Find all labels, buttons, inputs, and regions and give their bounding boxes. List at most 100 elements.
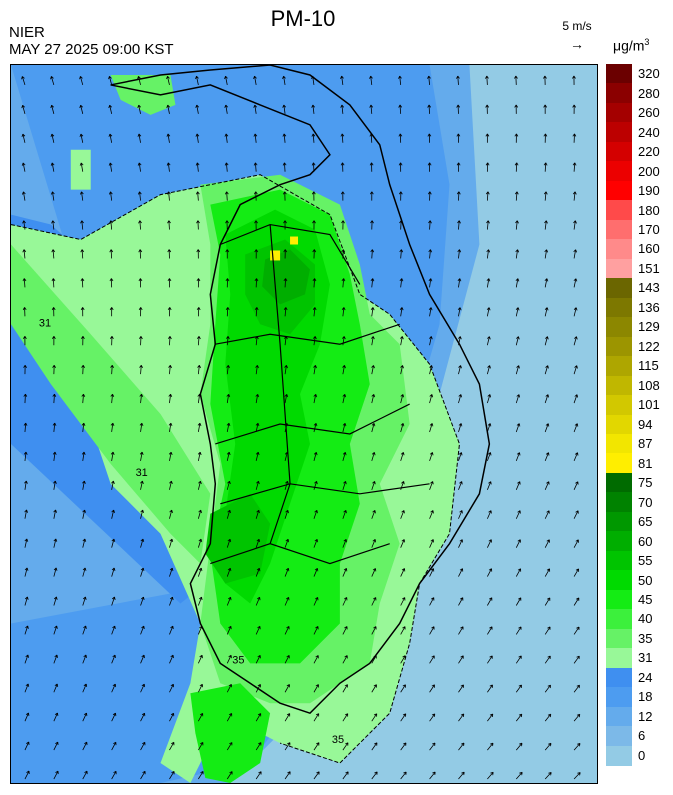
wind-arrow-icon	[398, 133, 403, 143]
wind-arrow-icon	[427, 133, 432, 143]
wind-arrow-icon	[544, 539, 550, 548]
wind-arrow-icon	[82, 480, 86, 490]
wind-arrow-icon	[53, 654, 58, 664]
wind-arrow-icon	[283, 249, 288, 259]
wind-arrow-icon	[139, 364, 143, 375]
wind-arrow-icon	[573, 365, 578, 375]
wind-arrow-icon	[456, 133, 461, 143]
wind-arrow-icon	[197, 422, 202, 433]
wind-arrow-icon	[166, 75, 170, 86]
wind-arrow-icon	[371, 510, 376, 519]
wind-arrow-icon	[197, 393, 202, 404]
colorbar-segment	[606, 161, 632, 182]
wind-arrow-icon	[458, 568, 464, 577]
north-fringe	[110, 74, 176, 115]
wind-arrow-icon	[429, 336, 433, 346]
wind-arrow-icon	[82, 712, 88, 722]
wind-arrow-icon	[226, 422, 231, 433]
wind-arrow-icon	[108, 104, 113, 114]
wind-arrow-icon	[284, 771, 291, 780]
wind-arrow-icon	[140, 480, 144, 490]
wind-arrow-icon	[53, 625, 58, 635]
wind-arrow-icon	[544, 481, 550, 490]
wind-arrow-icon	[225, 220, 229, 230]
wind-arrow-icon	[169, 654, 174, 664]
wind-arrow-icon	[515, 626, 522, 635]
wind-arrow-icon	[543, 104, 548, 114]
wind-arrow-icon	[284, 684, 290, 693]
wind-arrow-icon	[515, 539, 521, 548]
wind-arrow-icon	[80, 249, 85, 259]
wind-arrow-icon	[82, 509, 86, 519]
wind-arrow-icon	[342, 713, 349, 722]
wind-arrow-icon	[23, 364, 27, 375]
wind-arrow-icon	[340, 133, 345, 143]
wind-arrow-icon	[573, 772, 581, 780]
wind-arrow-icon	[53, 567, 58, 577]
wind-arrow-icon	[544, 394, 550, 404]
wind-arrow-icon	[456, 162, 461, 172]
wind-arrow-icon	[53, 480, 57, 490]
wind-arrow-icon	[340, 104, 345, 114]
wind-arrow-icon	[312, 220, 316, 230]
wind-arrow-icon	[197, 364, 201, 375]
plume-yellow-sea-tongue	[11, 244, 211, 564]
wind-arrow-icon	[24, 770, 30, 780]
wind-arrow-icon	[312, 249, 317, 259]
wind-arrow-icon	[544, 655, 551, 664]
wind-arrow-icon	[139, 422, 144, 433]
wind-arrow-icon	[109, 220, 113, 230]
wind-arrow-icon	[487, 771, 494, 780]
wind-arrow-icon	[399, 249, 404, 259]
wind-arrow-icon	[485, 191, 490, 201]
colorbar-tick-label: 35	[638, 630, 653, 646]
wind-arrow-icon	[111, 712, 117, 722]
wind-arrow-icon	[486, 394, 492, 404]
wind-arrow-icon	[398, 104, 403, 114]
wind-arrow-icon	[195, 75, 199, 86]
wind-arrow-icon	[429, 742, 436, 751]
wind-arrow-icon	[573, 626, 580, 635]
wind-arrow-icon	[514, 133, 519, 143]
wind-arrow-icon	[486, 423, 492, 433]
wind-arrow-icon	[371, 394, 376, 404]
wind-arrow-icon	[226, 567, 232, 577]
colorbar-tick-label: 70	[638, 494, 653, 510]
wind-arrow-icon	[110, 393, 115, 404]
wind-arrow-icon	[111, 625, 116, 635]
wind-arrow-icon	[485, 162, 490, 172]
wind-arrow-icon	[195, 191, 200, 201]
wind-arrow-icon	[137, 162, 142, 172]
wind-arrow-icon	[458, 539, 463, 548]
wind-arrow-icon	[255, 422, 260, 433]
wind-arrow-icon	[371, 539, 377, 548]
colorbar-segment	[606, 433, 632, 455]
colorbar-segment	[606, 414, 632, 435]
wind-arrow-icon	[284, 538, 290, 548]
wind-arrow-icon	[254, 278, 259, 288]
wind-arrow-icon	[224, 162, 229, 172]
wind-arrow-icon	[342, 626, 348, 635]
colorbar-tick-label: 0	[638, 747, 646, 763]
contour-line-31	[11, 174, 460, 764]
wind-arrow-icon	[342, 538, 348, 548]
coastline	[110, 65, 491, 715]
wind-arrow-icon	[458, 481, 463, 490]
wind-arrow-icon	[371, 597, 377, 606]
wind-arrow-icon	[544, 713, 552, 722]
wind-arrow-icon	[22, 220, 26, 230]
pm10-map: 31 31 35 35	[10, 64, 598, 784]
wind-arrow-icon	[313, 655, 319, 664]
wind-arrow-icon	[400, 597, 406, 606]
wind-arrow-icon	[108, 75, 113, 86]
wind-arrow-icon	[342, 509, 347, 519]
wind-arrow-icon	[253, 162, 258, 172]
wind-arrow-icon	[340, 162, 345, 172]
wind-arrow-icon	[371, 423, 376, 433]
wind-arrow-icon	[167, 307, 172, 317]
wind-arrow-icon	[24, 683, 30, 693]
wind-arrow-icon	[24, 567, 29, 577]
wind-arrow-icon	[80, 278, 85, 288]
wind-arrow-icon	[342, 684, 348, 693]
wind-arrow-icon	[283, 307, 288, 317]
